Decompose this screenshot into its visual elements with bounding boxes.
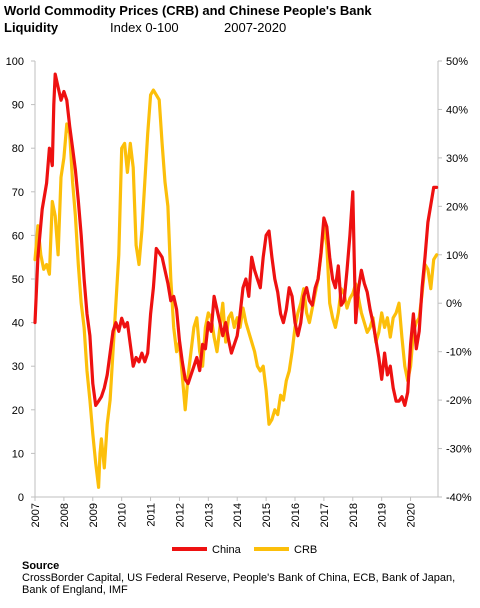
right-tick-label: 40% — [446, 104, 468, 116]
left-tick-label: 100 — [6, 56, 24, 68]
left-tick-label: 10 — [12, 448, 24, 460]
x-tick-label: 2011 — [146, 503, 158, 527]
series-line-china — [33, 72, 439, 407]
index-note: Index 0-100 — [110, 20, 179, 35]
right-tick-label: -10% — [446, 347, 472, 359]
x-tick-label: 2017 — [319, 503, 331, 527]
x-tick-label: 2008 — [59, 503, 71, 527]
right-tick-label: -20% — [446, 395, 472, 407]
x-tick-label: 2007 — [30, 503, 42, 527]
right-tick-label: 0% — [446, 298, 462, 310]
x-tick-label: 2012 — [174, 503, 186, 527]
x-tick-label: 2020 — [406, 503, 418, 527]
right-tick-label: -40% — [446, 492, 472, 504]
source-text: CrossBorder Capital, US Federal Reserve,… — [22, 572, 456, 596]
chart-title-continued: Liquidity — [4, 20, 59, 35]
left-tick-label: 60 — [12, 230, 24, 242]
left-tick-label: 40 — [12, 318, 24, 330]
x-tick-label: 2015 — [261, 503, 273, 527]
right-tick-label: -30% — [446, 444, 472, 456]
period-label: 2007-2020 — [224, 20, 287, 35]
legend-label-china: China — [212, 544, 242, 556]
x-tick-label: 2010 — [117, 503, 129, 527]
source-label: Source — [22, 560, 60, 572]
left-tick-label: 30 — [12, 361, 24, 373]
right-tick-label: 50% — [446, 56, 468, 68]
x-tick-label: 2014 — [232, 503, 244, 527]
left-tick-label: 70 — [12, 187, 24, 199]
right-tick-label: 30% — [446, 153, 468, 165]
right-tick-label: 10% — [446, 250, 468, 262]
left-tick-label: 80 — [12, 143, 24, 155]
left-tick-label: 90 — [12, 100, 24, 112]
source-note: Source CrossBorder Capital, US Federal R… — [22, 560, 472, 596]
legend-label-crb: CRB — [294, 544, 317, 556]
x-tick-label: 2016 — [290, 503, 302, 527]
chart-title: World Commodity Prices (CRB) and Chinese… — [4, 3, 372, 18]
x-tick-label: 2009 — [88, 503, 100, 527]
left-tick-label: 20 — [12, 405, 24, 417]
series-line-crb — [33, 88, 439, 489]
x-tick-label: 2019 — [377, 503, 389, 527]
x-tick-label: 2013 — [203, 503, 215, 527]
chart-subtitle-row: Liquidity Index 0-100 2007-2020 — [4, 19, 474, 36]
x-tick-label: 2018 — [348, 503, 360, 527]
left-tick-label: 0 — [18, 492, 24, 504]
chart-title-block: World Commodity Prices (CRB) and Chinese… — [4, 2, 474, 36]
right-tick-label: 20% — [446, 201, 468, 213]
left-tick-label: 50 — [12, 274, 24, 286]
line-chart: 0 10 20 30 40 50 60 70 80 90 100 -40% -30% -20% -10% 0%… — [6, 56, 472, 556]
